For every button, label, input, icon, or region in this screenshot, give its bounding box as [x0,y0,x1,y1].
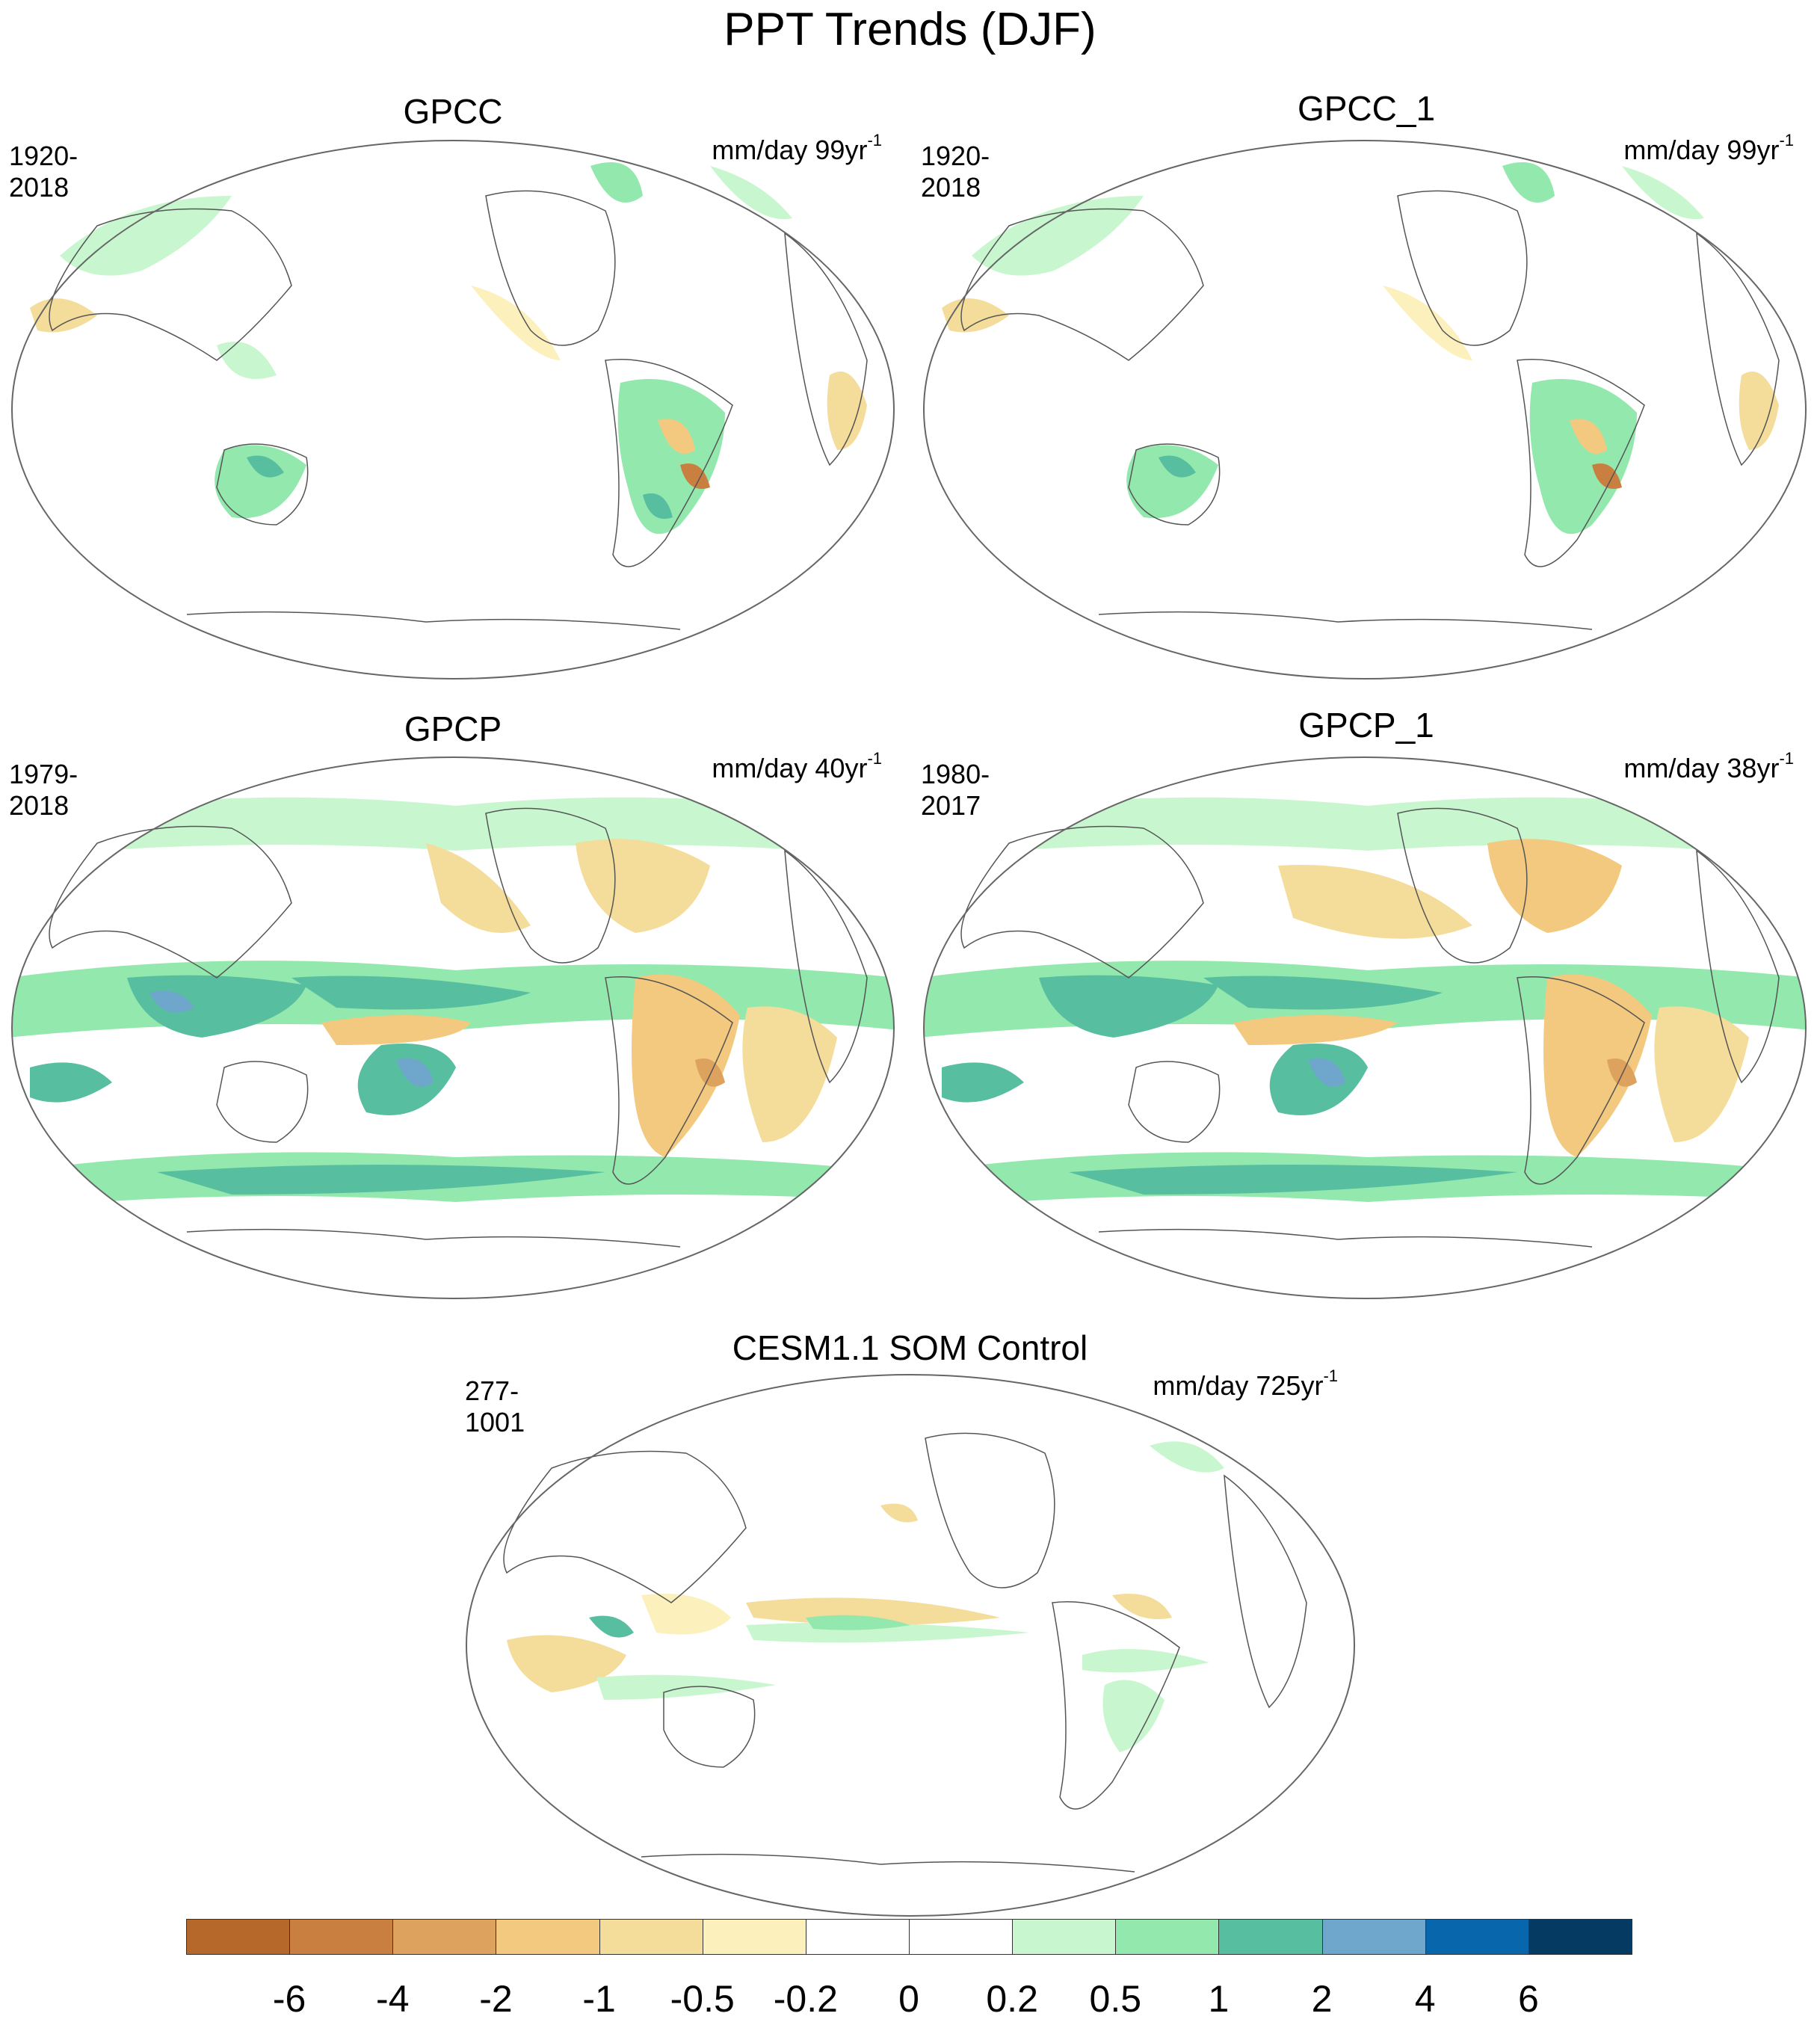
colorbar-box [1425,1919,1529,1955]
colorbar-box [909,1919,1014,1955]
precip-trend-field [30,162,867,534]
panel-units: mm/day 99yr-1 [712,131,882,165]
precip-trend-field [12,797,894,1209]
colorbar-box [1012,1919,1117,1955]
panel-period: 1979-2018 [9,759,78,821]
coastlines [49,190,868,630]
panel-period: 1980-2017 [921,759,990,821]
panel-title: CESM1.1 SOM Control [732,1328,1088,1367]
map-boundary [466,1374,1355,1917]
coastlines [960,807,1780,1248]
panel-title: GPCC_1 [1297,89,1436,128]
panel-units: mm/day 725yr-1 [1153,1366,1338,1401]
colorbar-tick-label: -2 [479,1978,513,2020]
panel-title: GPCP_1 [1298,706,1434,745]
figure-title: PPT Trends (DJF) [724,4,1096,55]
colorbar-tick-label: 0 [898,1978,919,2020]
colorbar [186,1919,1632,1955]
colorbar-box [392,1919,497,1955]
map-gpcc [11,140,895,679]
colorbar-tick-label: -0.2 [773,1978,838,2020]
precip-trend-field [942,162,1779,534]
precip-trend-field [507,1441,1224,1752]
colorbar-tick-label: 0.2 [986,1978,1038,2020]
precip-trend-field [924,797,1806,1209]
colorbar-box [289,1919,394,1955]
colorbar-box [1218,1919,1323,1955]
map-gpcp [11,756,895,1299]
colorbar-box [1321,1919,1426,1955]
panel-title: GPCP [404,709,502,748]
panel-units: mm/day 40yr-1 [712,749,882,783]
colorbar-tick-label: -1 [582,1978,616,2020]
map-gpcc-1 [923,140,1807,679]
map-gpcp-1 [923,756,1807,1299]
colorbar-tick-label: 4 [1414,1978,1436,2020]
map-boundary [11,140,895,679]
panel-units: mm/day 38yr-1 [1623,749,1794,783]
map-boundary [923,756,1807,1299]
colorbar-tick-label: -6 [272,1978,306,2020]
colorbar-box [702,1919,806,1955]
panel-period: 277-1001 [465,1375,525,1437]
colorbar-tick-label: 6 [1517,1978,1539,2020]
map-boundary [923,140,1807,679]
colorbar-box [1528,1919,1632,1955]
colorbar-box [1115,1919,1220,1955]
colorbar-tick-label: -0.5 [670,1978,735,2020]
colorbar-box [186,1919,291,1955]
coastlines [960,190,1780,630]
coastlines [49,807,868,1248]
colorbar-tick-label: 2 [1311,1978,1333,2020]
colorbar-box [599,1919,703,1955]
panel-units: mm/day 99yr-1 [1623,131,1794,165]
panel-period: 1920-2018 [921,141,990,203]
coastlines [503,1432,1307,1873]
colorbar-box [805,1919,910,1955]
colorbar-tick-label: 1 [1208,1978,1230,2020]
colorbar-tick-label: 0.5 [1089,1978,1142,2020]
map-boundary [11,756,895,1299]
colorbar-box [496,1919,600,1955]
panel-period: 1920-2018 [9,141,78,203]
panel-title: GPCC [403,92,503,131]
colorbar-tick-label: -4 [376,1978,410,2020]
map-cesm-som-control [466,1374,1355,1917]
